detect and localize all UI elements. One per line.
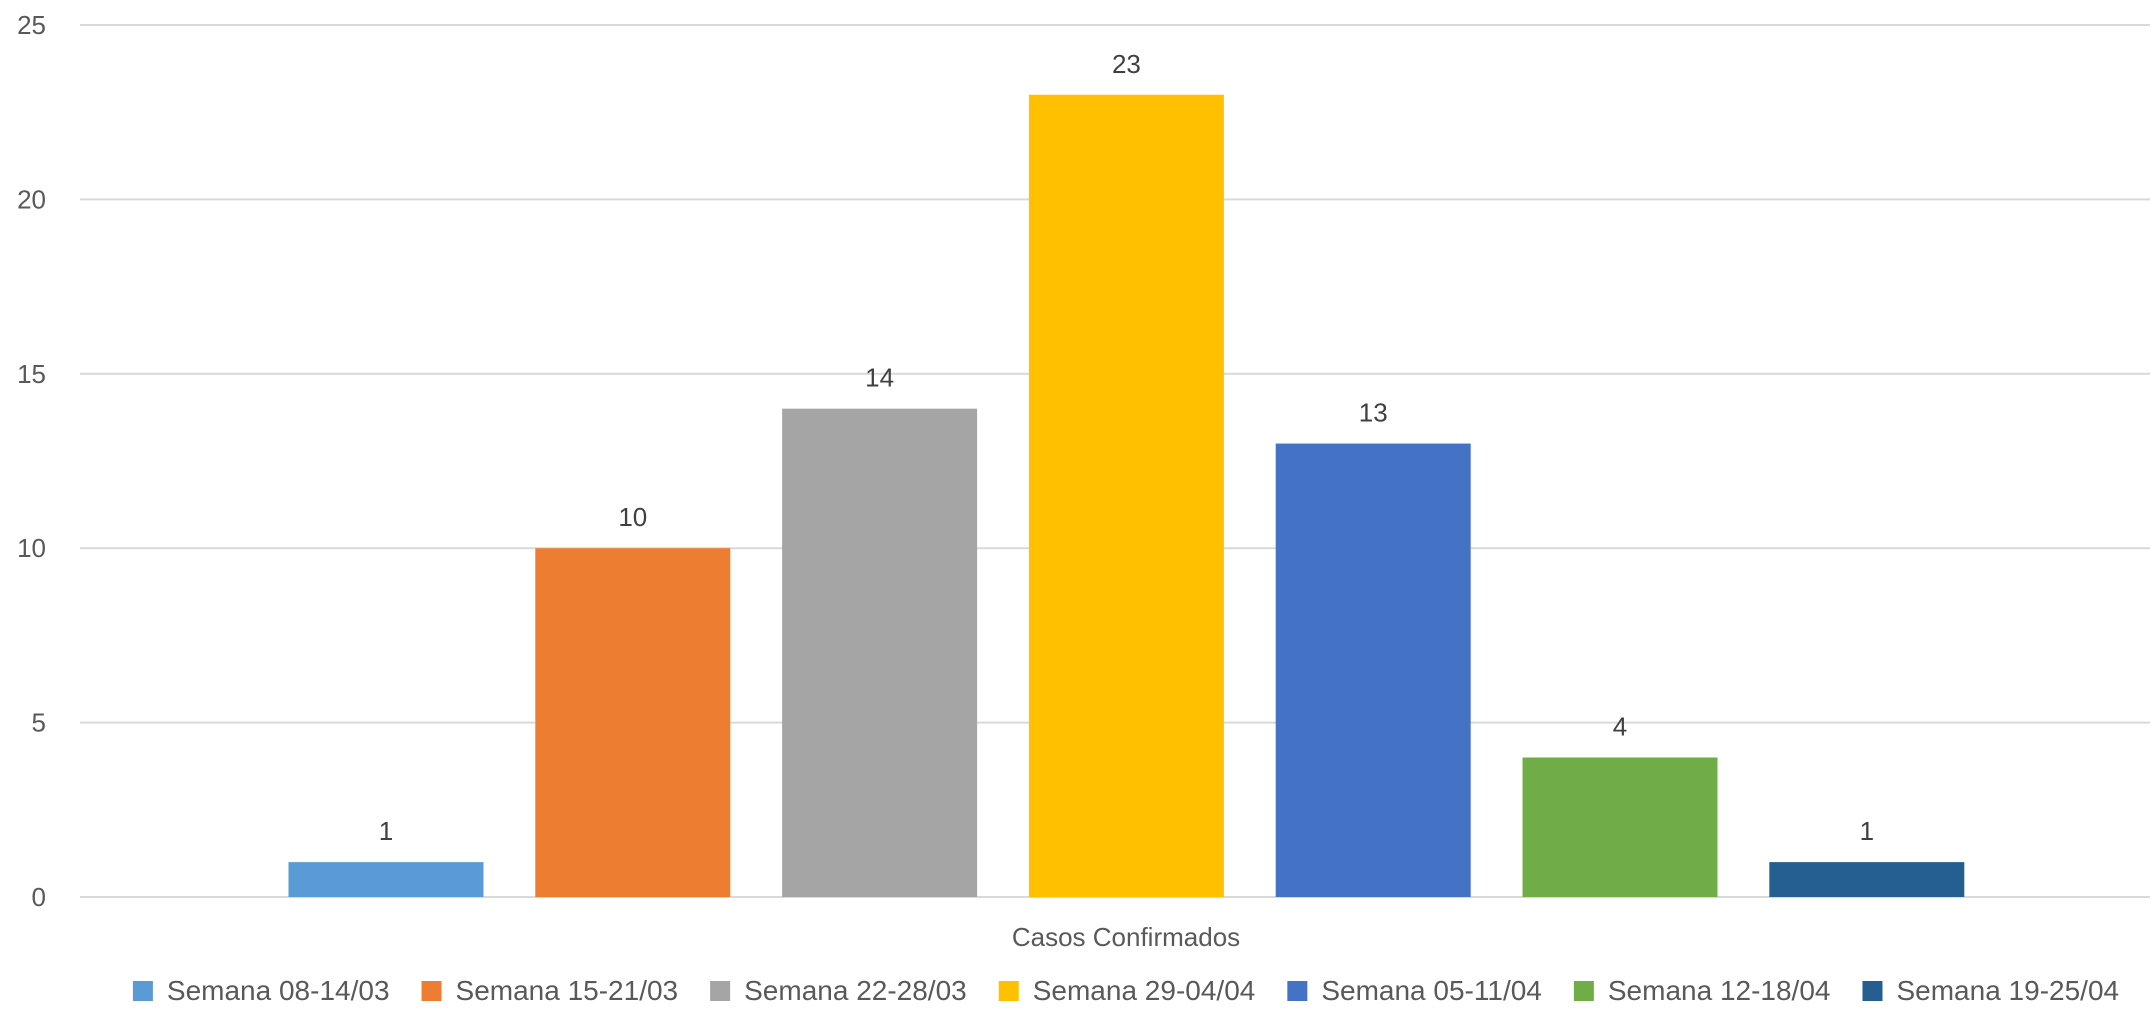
legend-swatch: [421, 981, 442, 1001]
bar-value-label: 10: [618, 502, 647, 532]
y-tick-label: 25: [17, 10, 46, 40]
bar-value-label: 1: [379, 816, 393, 846]
legend-item: Semana 29-04/04: [998, 975, 1256, 1006]
bar-value-label: 1: [1860, 816, 1874, 846]
bar-value-label: 14: [865, 363, 894, 393]
y-tick-label: 10: [17, 533, 46, 563]
legend-item: Semana 05-11/04: [1287, 975, 1542, 1006]
legend-swatch: [132, 981, 153, 1001]
legend-label: Semana 22-28/03: [744, 975, 967, 1006]
bars: [288, 94, 1965, 897]
y-axis: 0 5 10 15 20 25: [17, 10, 46, 912]
legend-item: Semana 12-18/04: [1573, 975, 1831, 1006]
y-tick-label: 5: [32, 708, 46, 738]
legend-item: Semana 22-28/03: [710, 975, 967, 1006]
legend-label: Semana 29-04/04: [1033, 975, 1256, 1006]
x-axis-category-label: Casos Confirmados: [1012, 922, 1240, 952]
bar: [535, 548, 731, 897]
legend-label: Semana 05-11/04: [1321, 975, 1542, 1006]
y-tick-label: 0: [32, 882, 46, 912]
legend-label: Semana 19-25/04: [1896, 975, 2119, 1006]
legend-swatch: [1573, 981, 1594, 1001]
y-tick-label: 15: [17, 359, 46, 389]
legend-label: Semana 08-14/03: [167, 975, 390, 1006]
bar: [1769, 862, 1965, 897]
legend-swatch: [1862, 981, 1883, 1001]
bar: [1522, 757, 1718, 897]
data-labels: 1 10 14 23 13 4 1: [379, 49, 1874, 846]
y-tick-label: 20: [17, 184, 46, 214]
bar-value-label: 23: [1112, 49, 1141, 79]
legend-swatch: [1287, 981, 1308, 1001]
bar: [1028, 94, 1224, 897]
bar-value-label: 13: [1359, 398, 1388, 428]
legend-label: Semana 12-18/04: [1608, 975, 1831, 1006]
legend-item: Semana 19-25/04: [1862, 975, 2119, 1006]
legend: Semana 08-14/03 Semana 15-21/03 Semana 22-…: [132, 975, 2119, 1006]
bar: [288, 862, 484, 897]
bar: [782, 408, 978, 897]
bar: [1275, 443, 1471, 897]
bar-value-label: 4: [1613, 711, 1627, 741]
legend-item: Semana 15-21/03: [421, 975, 679, 1006]
legend-swatch: [710, 981, 731, 1001]
legend-item: Semana 08-14/03: [132, 975, 390, 1006]
legend-swatch: [998, 981, 1019, 1001]
legend-label: Semana 15-21/03: [456, 975, 679, 1006]
